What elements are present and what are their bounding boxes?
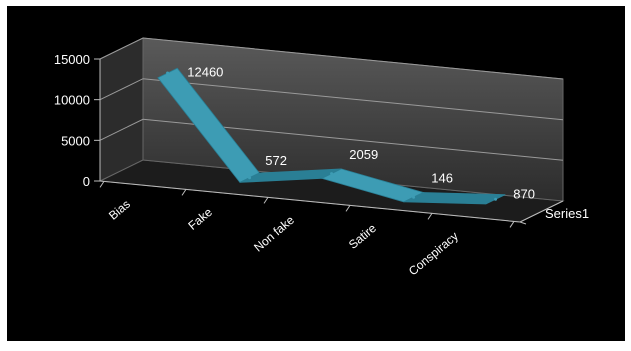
data-point-non-fake [330, 172, 334, 176]
data-point-bias [166, 71, 170, 75]
gridline [99, 78, 564, 121]
data-label: 572 [265, 153, 287, 168]
data-label: 12460 [187, 64, 223, 79]
chart-side-wall [99, 37, 144, 182]
x-axis-line [99, 180, 521, 223]
x-tick [263, 197, 269, 204]
depth-axis-line [519, 200, 564, 223]
data-point-satire [412, 195, 416, 199]
data-point-fake [248, 176, 252, 180]
data-label: 2059 [349, 147, 378, 162]
y-tick-label: 0 [83, 174, 90, 189]
x-tick [99, 181, 105, 188]
y-tick-label: 10000 [54, 93, 90, 108]
data-label: 870 [513, 187, 535, 202]
gridline [99, 118, 564, 161]
x-tick [509, 221, 515, 228]
series-name-label: Series1 [545, 206, 589, 221]
series-segment-4 [403, 192, 506, 205]
x-tick [345, 205, 351, 212]
y-tick-label: 5000 [61, 133, 90, 148]
x-tick [181, 189, 187, 196]
data-label: 146 [431, 170, 453, 185]
data-point-conspiracy [494, 197, 498, 201]
y-tick-label: 15000 [54, 52, 90, 67]
gridline [99, 37, 564, 80]
x-tick [427, 213, 433, 220]
depth-tick [519, 221, 527, 225]
